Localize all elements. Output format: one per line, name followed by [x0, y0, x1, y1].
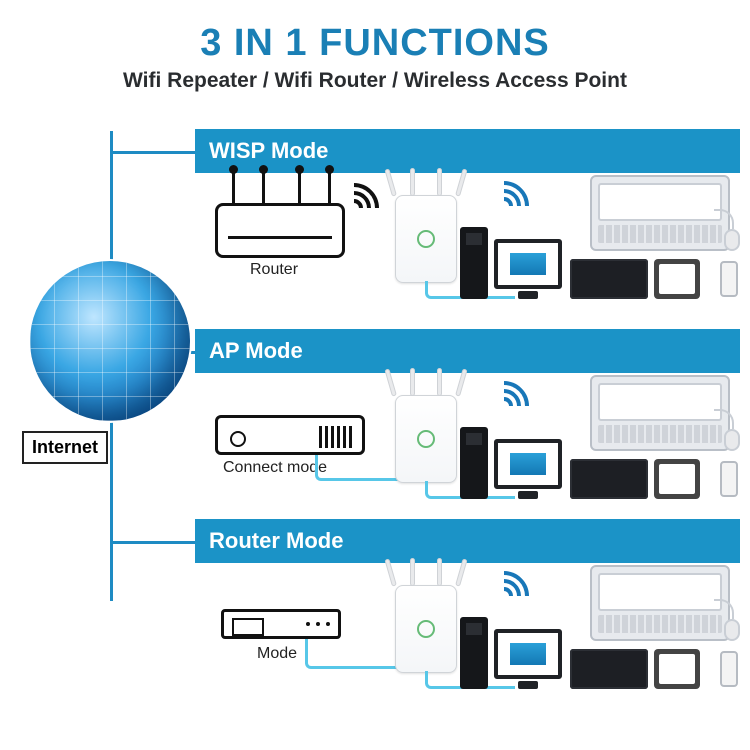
device-caption: Connect mode: [223, 459, 327, 477]
devices-cluster-icon: [570, 563, 740, 693]
extender-icon: [395, 395, 457, 483]
mode-bar-wisp: WISP Mode: [195, 129, 740, 173]
mode-bar-label: WISP Mode: [209, 138, 328, 164]
page-subtitle: Wifi Repeater / Wifi Router / Wireless A…: [0, 69, 750, 93]
row-wisp: Router: [195, 173, 740, 313]
connector-1: [111, 151, 195, 154]
internet-label: Internet: [22, 431, 108, 464]
devices-cluster-icon: [570, 173, 740, 303]
connector-3: [111, 541, 195, 544]
page-title: 3 IN 1 FUNCTIONS: [0, 22, 750, 65]
mode-bar-ap: AP Mode: [195, 329, 740, 373]
row-ap: Connect mode: [195, 373, 740, 513]
extender-icon: [395, 585, 457, 673]
row-router: Mode: [195, 563, 740, 703]
small-modem-icon: [221, 609, 341, 639]
mode-bar-router: Router Mode: [195, 519, 740, 563]
device-caption: Mode: [257, 645, 297, 663]
globe-icon: [30, 261, 190, 421]
diagram: Internet WISP Mode Router: [0, 111, 750, 711]
modem-icon: [215, 415, 365, 455]
devices-cluster-icon: [570, 373, 740, 503]
pc-cluster-icon: [460, 599, 570, 689]
mode-bar-label: Router Mode: [209, 528, 343, 554]
device-caption: Router: [250, 261, 298, 279]
pc-cluster-icon: [460, 209, 570, 299]
pc-cluster-icon: [460, 409, 570, 499]
mode-bar-label: AP Mode: [209, 338, 303, 364]
extender-icon: [395, 195, 457, 283]
router-icon: [215, 203, 345, 258]
header: 3 IN 1 FUNCTIONS Wifi Repeater / Wifi Ro…: [0, 0, 750, 101]
